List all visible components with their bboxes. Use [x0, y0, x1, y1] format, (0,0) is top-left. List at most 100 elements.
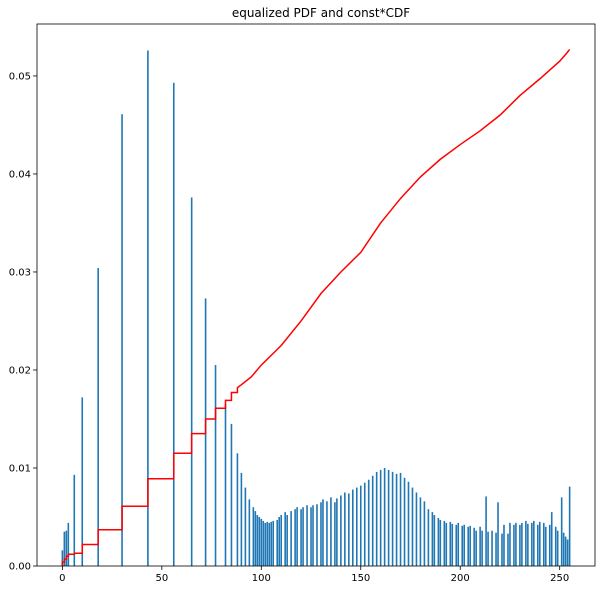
x-tick-label-2: 100: [252, 573, 271, 584]
bar-101: [515, 522, 517, 566]
bar-74: [433, 515, 436, 566]
bar-series: [61, 50, 571, 567]
bar-114: [554, 526, 557, 566]
bar-35: [290, 511, 292, 566]
bar-40: [306, 505, 308, 566]
x-tick-label-4: 200: [451, 573, 470, 584]
bar-113: [550, 512, 553, 566]
bar-59: [375, 471, 378, 566]
bar-85: [467, 526, 469, 566]
bar-24: [262, 520, 265, 566]
bar-30: [276, 519, 279, 566]
bar-108: [537, 524, 539, 566]
bar-61: [383, 467, 386, 566]
bar-75: [437, 517, 440, 566]
bar-105: [527, 523, 529, 566]
chart-title: equalized PDF and const*CDF: [232, 6, 410, 20]
bar-110: [542, 522, 545, 566]
bar-19: [252, 507, 255, 566]
bar-41: [310, 507, 312, 566]
bar-13: [224, 404, 227, 566]
bar-42: [312, 505, 314, 566]
y-tick-label-1: 0.01: [9, 463, 31, 474]
bar-111: [544, 526, 547, 566]
bar-32: [280, 515, 282, 566]
bar-112: [548, 524, 551, 566]
bar-18: [248, 499, 251, 566]
bar-2: [65, 530, 68, 566]
bar-86: [469, 525, 471, 566]
y-tick-label-2: 0.02: [9, 365, 31, 376]
bar-82: [457, 522, 460, 566]
bar-119: [566, 539, 569, 566]
plot-frame: [36, 23, 596, 567]
bar-29: [272, 520, 275, 566]
bar-17: [244, 487, 247, 566]
bar-102: [519, 524, 521, 566]
bar-5: [81, 397, 84, 566]
cdf-line: [61, 49, 571, 566]
bar-106: [531, 522, 533, 566]
bar-57: [367, 479, 370, 566]
bar-52: [348, 493, 350, 566]
bar-43: [316, 504, 318, 566]
y-axis-ticks: 0.00 0.01 0.02 0.03 0.04 0.05: [9, 71, 37, 573]
bar-96: [501, 533, 503, 566]
bar-62: [387, 469, 390, 566]
x-tick-label-5: 250: [550, 573, 569, 584]
bar-15: [236, 453, 239, 566]
bar-28: [270, 521, 273, 566]
bar-73: [431, 512, 434, 566]
bar-91: [485, 496, 487, 566]
bar-39: [302, 507, 304, 566]
bar-80: [451, 523, 454, 566]
bar-54: [355, 487, 358, 566]
bar-60: [379, 469, 382, 566]
bar-100: [513, 524, 515, 566]
bar-9: [172, 82, 175, 566]
bar-97: [503, 524, 505, 566]
bar-77: [443, 520, 446, 566]
bar-58: [371, 475, 374, 566]
x-axis-ticks: 0 50 100 150 200 250: [59, 566, 569, 584]
bar-72: [427, 509, 430, 566]
bar-107: [533, 520, 535, 566]
bar-116: [560, 497, 563, 566]
bar-117: [562, 532, 565, 566]
bar-120: [568, 486, 571, 566]
x-tick-label-3: 150: [351, 573, 370, 584]
bar-4: [73, 474, 76, 566]
bar-69: [415, 492, 418, 566]
bar-44: [320, 502, 322, 566]
bar-56: [363, 482, 366, 566]
bar-51: [344, 492, 346, 566]
bar-49: [336, 498, 338, 566]
bar-3: [67, 522, 70, 566]
bar-47: [330, 497, 332, 566]
bar-63: [391, 471, 394, 566]
bar-14: [230, 423, 233, 566]
bar-38: [300, 509, 302, 566]
bar-37: [296, 507, 298, 566]
bar-95: [497, 502, 499, 566]
bar-12: [214, 365, 217, 566]
bar-8: [147, 50, 149, 566]
bar-98: [507, 533, 509, 566]
bar-33: [284, 512, 286, 566]
bar-36: [294, 509, 296, 566]
bar-7: [121, 114, 123, 566]
bar-83: [461, 525, 464, 566]
y-tick-label-0: 0.00: [9, 562, 31, 573]
bar-76: [439, 519, 442, 566]
bar-25: [264, 522, 267, 566]
bar-21: [256, 515, 259, 566]
bar-78: [445, 522, 448, 566]
bar-68: [411, 487, 414, 566]
y-tick-label-5: 0.05: [9, 71, 31, 82]
bar-50: [340, 495, 342, 566]
x-tick-label-1: 50: [155, 573, 168, 584]
y-tick-label-3: 0.03: [9, 267, 31, 278]
bar-34: [286, 515, 288, 566]
bar-92: [487, 531, 489, 566]
